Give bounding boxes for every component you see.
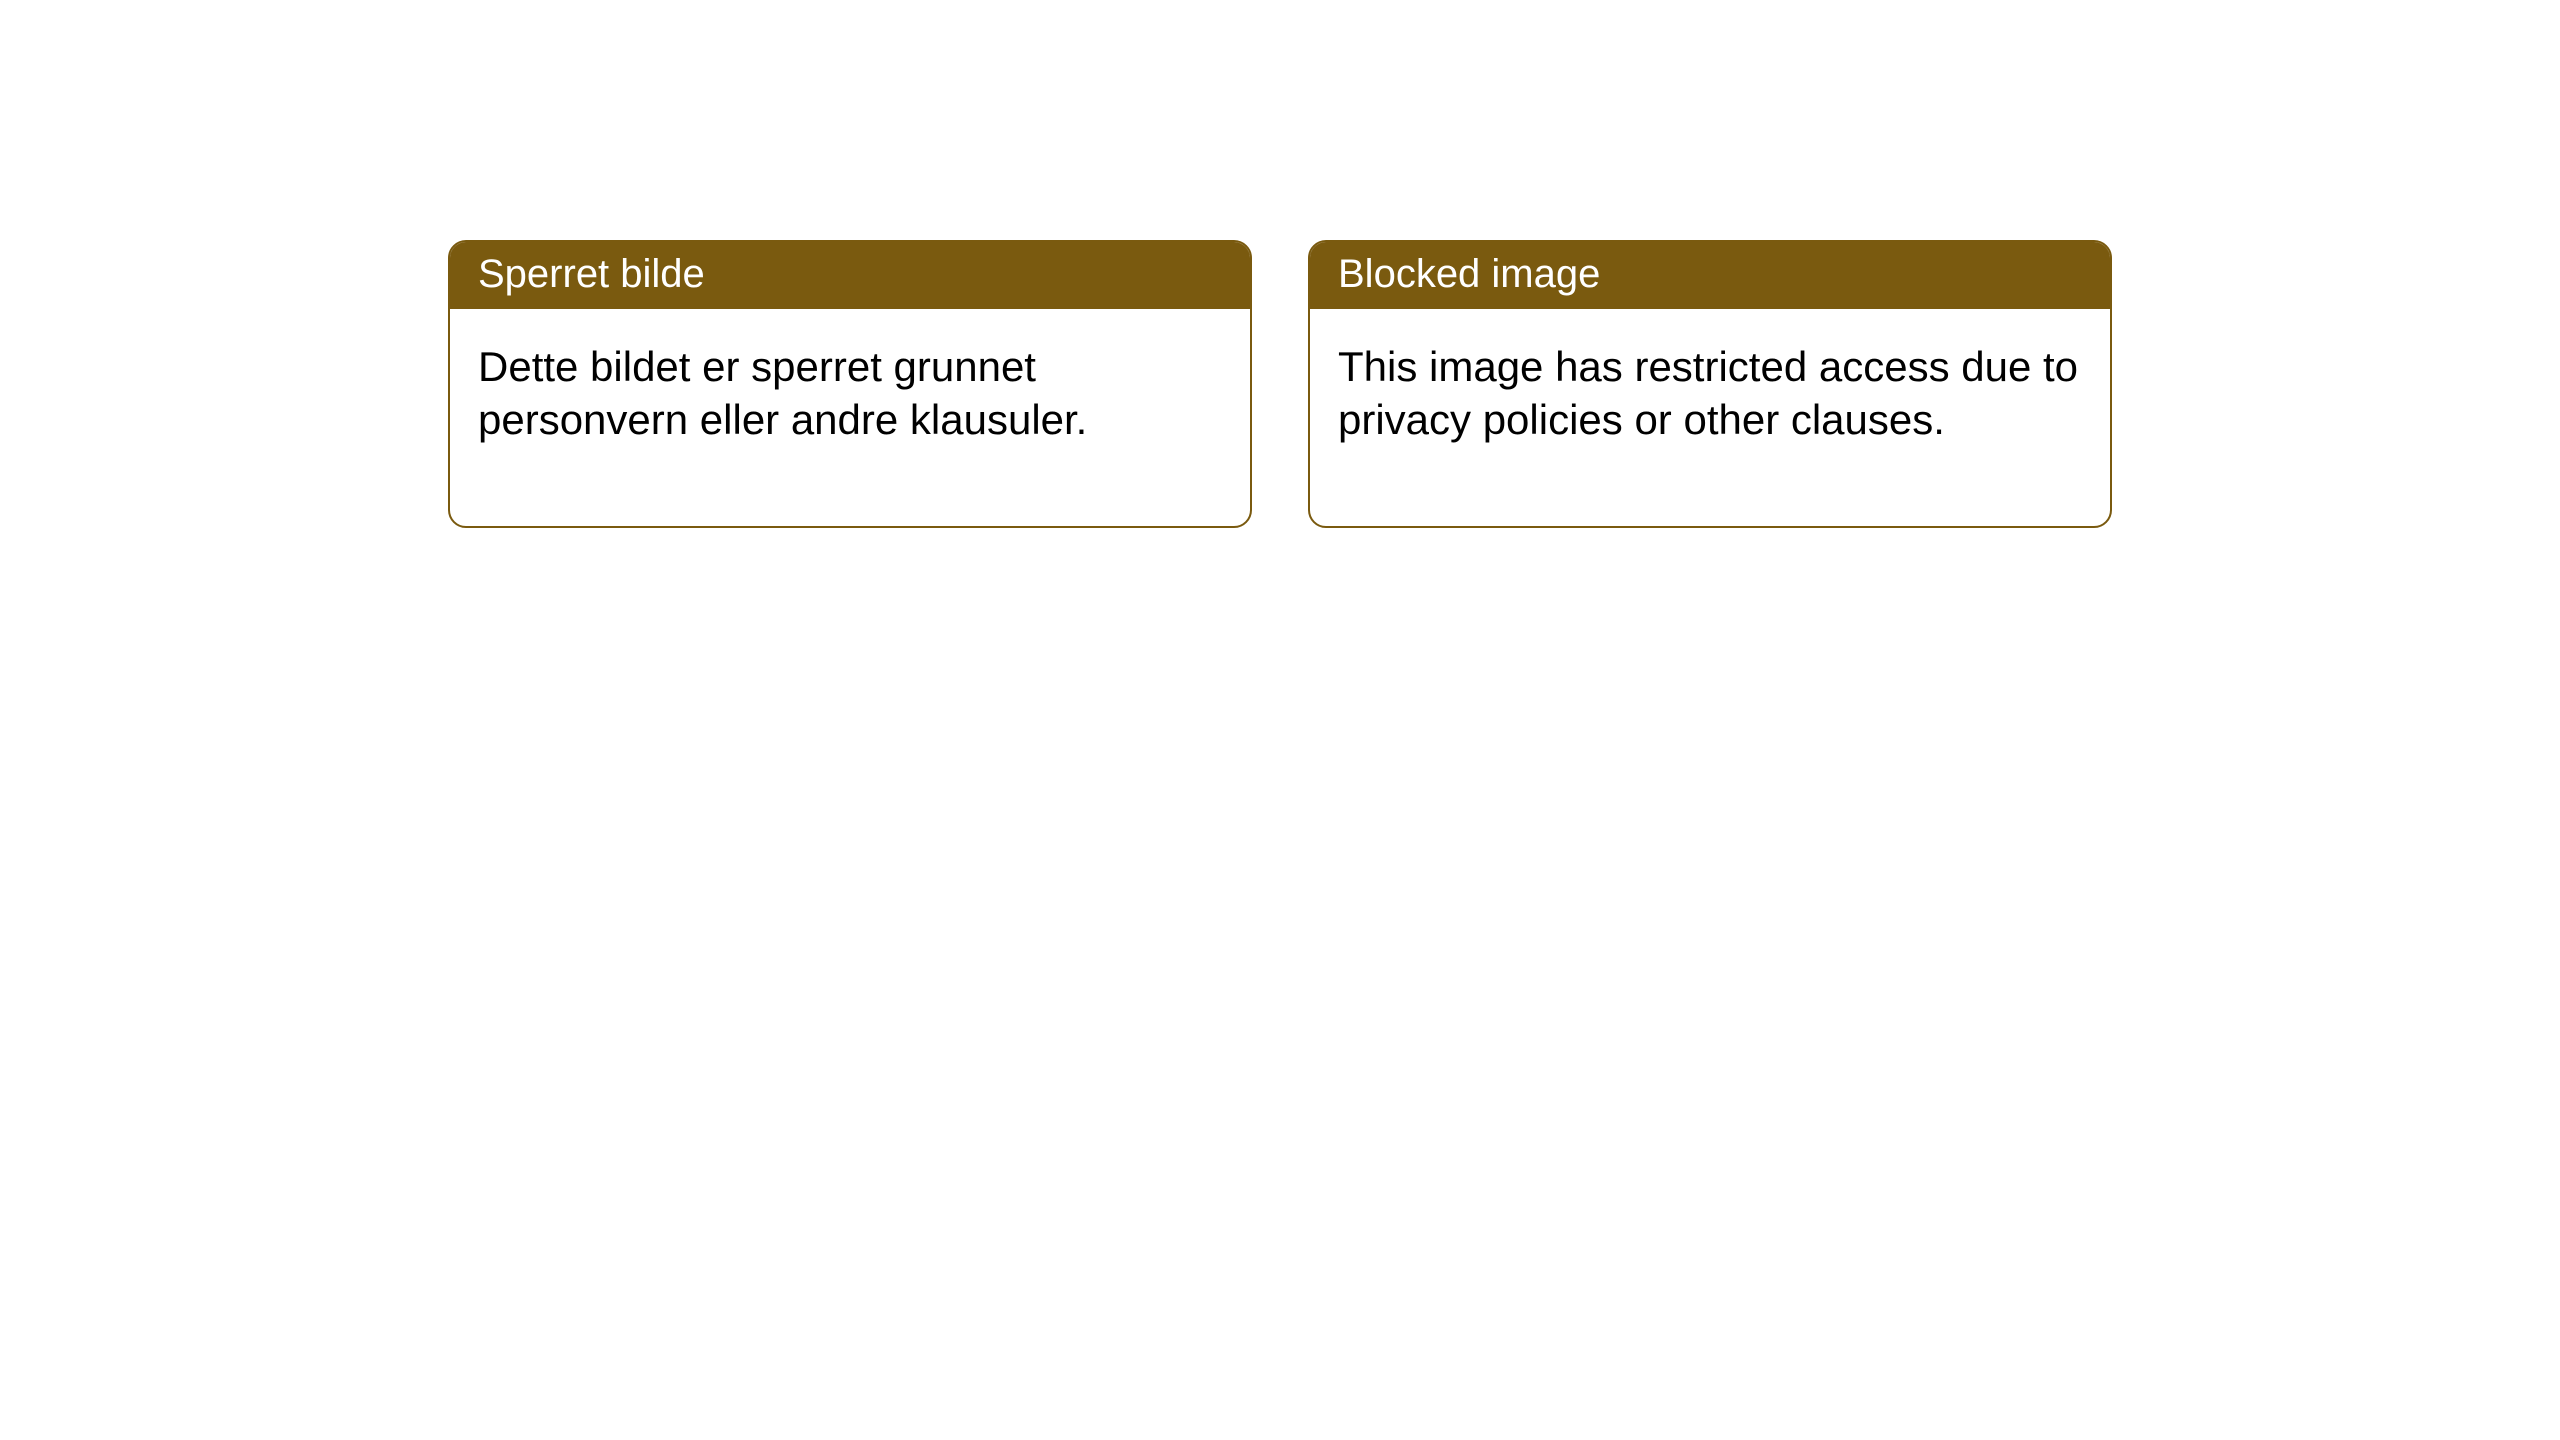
notice-box-no: Sperret bilde Dette bildet er sperret gr… [448, 240, 1252, 528]
notice-header-en: Blocked image [1310, 242, 2110, 309]
notice-box-en: Blocked image This image has restricted … [1308, 240, 2112, 528]
notice-header-no: Sperret bilde [450, 242, 1250, 309]
notice-body-en: This image has restricted access due to … [1310, 309, 2110, 526]
notice-body-no: Dette bildet er sperret grunnet personve… [450, 309, 1250, 526]
notice-container: Sperret bilde Dette bildet er sperret gr… [448, 240, 2112, 528]
